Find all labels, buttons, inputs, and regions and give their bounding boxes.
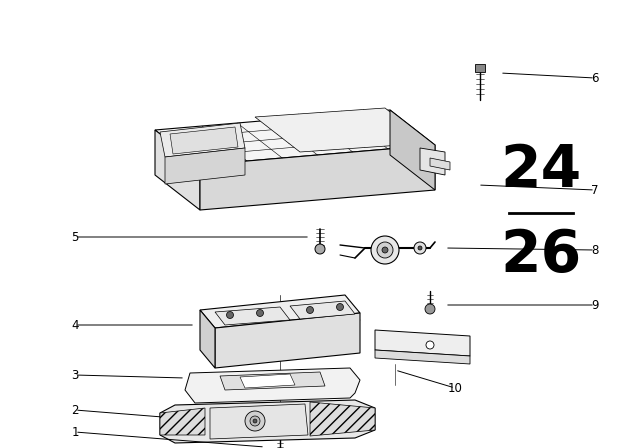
Polygon shape — [210, 404, 308, 439]
Polygon shape — [375, 350, 470, 364]
Circle shape — [315, 244, 325, 254]
Polygon shape — [310, 402, 375, 436]
Text: 5: 5 — [71, 231, 79, 244]
Polygon shape — [215, 313, 360, 368]
Polygon shape — [220, 372, 325, 390]
Text: 26: 26 — [500, 227, 581, 284]
Text: 1: 1 — [71, 426, 79, 439]
Polygon shape — [200, 310, 215, 368]
Polygon shape — [290, 301, 355, 319]
Polygon shape — [200, 295, 360, 328]
Circle shape — [227, 311, 234, 319]
Polygon shape — [160, 400, 375, 443]
Polygon shape — [165, 148, 245, 184]
Circle shape — [371, 236, 399, 264]
Text: 3: 3 — [71, 369, 79, 382]
Circle shape — [253, 419, 257, 423]
Text: 7: 7 — [591, 184, 599, 197]
Text: 10: 10 — [447, 382, 463, 395]
Polygon shape — [390, 110, 435, 190]
Polygon shape — [215, 307, 290, 325]
Text: 4: 4 — [71, 319, 79, 332]
Polygon shape — [240, 374, 295, 388]
Circle shape — [414, 242, 426, 254]
Polygon shape — [160, 408, 205, 435]
Circle shape — [257, 310, 264, 316]
Circle shape — [426, 341, 434, 349]
Circle shape — [382, 247, 388, 253]
Circle shape — [418, 246, 422, 250]
Circle shape — [425, 304, 435, 314]
Circle shape — [337, 303, 344, 310]
Polygon shape — [160, 123, 245, 157]
Text: 8: 8 — [591, 244, 598, 257]
Bar — [475, 64, 485, 72]
Polygon shape — [155, 110, 435, 165]
Polygon shape — [430, 158, 450, 170]
Polygon shape — [200, 145, 435, 210]
Circle shape — [377, 242, 393, 258]
Circle shape — [250, 416, 260, 426]
Text: 9: 9 — [591, 298, 599, 311]
Text: 24: 24 — [500, 142, 581, 199]
Circle shape — [307, 306, 314, 314]
Text: 6: 6 — [591, 72, 599, 85]
Text: 2: 2 — [71, 404, 79, 417]
Polygon shape — [155, 130, 200, 210]
Polygon shape — [375, 330, 470, 356]
Polygon shape — [255, 108, 430, 152]
Circle shape — [245, 411, 265, 431]
Polygon shape — [170, 127, 238, 154]
Polygon shape — [185, 368, 360, 403]
Polygon shape — [420, 148, 445, 175]
